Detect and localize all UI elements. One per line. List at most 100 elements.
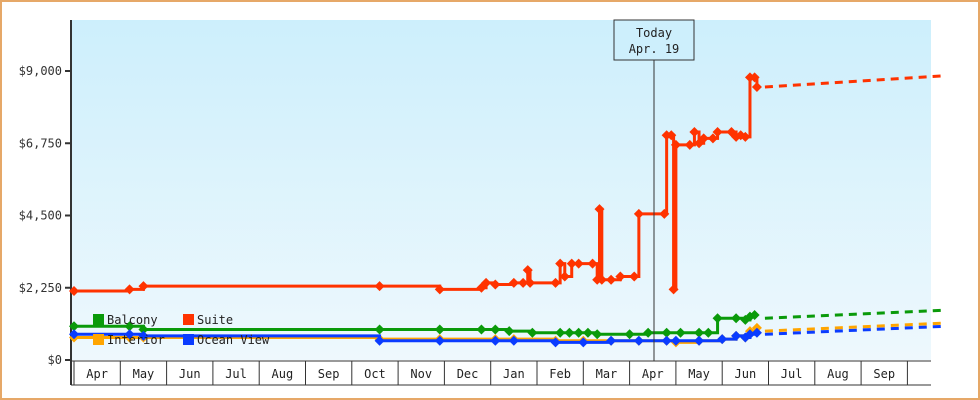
data-point-marker[interactable] [374, 324, 385, 335]
data-point-marker[interactable] [476, 324, 487, 335]
data-point-marker[interactable] [666, 130, 677, 141]
data-point-marker[interactable] [633, 335, 644, 346]
y-tick-label: $9,000 [19, 64, 62, 78]
data-point-marker[interactable] [434, 335, 445, 346]
x-month-label: Nov [410, 367, 432, 381]
data-point-marker[interactable] [69, 285, 79, 296]
data-point-marker[interactable] [550, 277, 561, 288]
data-point-marker[interactable] [527, 327, 538, 338]
data-point-marker[interactable] [744, 329, 755, 340]
data-point-marker[interactable] [717, 334, 728, 345]
data-point-marker[interactable] [606, 274, 617, 285]
data-point-marker[interactable] [490, 335, 501, 346]
data-point-marker[interactable] [703, 327, 714, 338]
data-point-marker[interactable] [138, 281, 149, 292]
x-month-label: Apr [642, 367, 664, 381]
data-point-marker[interactable] [596, 274, 607, 285]
x-month-label: Dec [457, 367, 479, 381]
data-point-marker[interactable] [573, 258, 584, 269]
data-point-marker[interactable] [434, 324, 445, 335]
y-tick-label: $6,750 [19, 136, 62, 150]
data-point-marker[interactable] [707, 133, 718, 144]
forecast-line [764, 308, 945, 320]
data-point-marker[interactable] [374, 335, 385, 346]
data-point-marker[interactable] [670, 139, 681, 150]
data-point-marker[interactable] [594, 204, 605, 215]
x-month-label: Aug [827, 367, 849, 381]
data-point-marker[interactable] [564, 327, 575, 338]
data-point-marker[interactable] [749, 72, 760, 83]
data-point-marker[interactable] [587, 258, 598, 269]
x-month-label: Sep [873, 367, 895, 381]
data-point-marker[interactable] [550, 337, 561, 348]
data-point-marker[interactable] [751, 327, 762, 338]
data-point-marker[interactable] [670, 335, 681, 346]
data-point-marker[interactable] [675, 327, 686, 338]
data-point-marker[interactable] [573, 327, 584, 338]
legend-label[interactable]: Balcony [107, 313, 158, 327]
legend-label[interactable]: Interior [107, 333, 165, 347]
data-point-marker[interactable] [592, 329, 603, 340]
data-point-marker[interactable] [69, 329, 79, 340]
data-point-marker[interactable] [124, 321, 135, 332]
x-month-label: Jun [735, 367, 757, 381]
y-tick-label: $4,500 [19, 209, 62, 223]
legend-swatch [183, 334, 194, 345]
legend-swatch [183, 314, 194, 325]
data-point-marker[interactable] [582, 327, 593, 338]
data-point-marker[interactable] [629, 271, 640, 282]
data-point-marker[interactable] [578, 337, 589, 348]
y-tick-label: $0 [48, 353, 62, 367]
data-point-marker[interactable] [124, 284, 135, 295]
y-tick-label: $2,250 [19, 281, 62, 295]
data-point-marker[interactable] [124, 329, 135, 340]
data-point-marker[interactable] [434, 284, 445, 295]
forecast-line [764, 321, 945, 333]
data-point-marker[interactable] [138, 330, 149, 341]
data-point-marker[interactable] [559, 271, 570, 282]
data-point-marker[interactable] [694, 327, 705, 338]
data-point-marker[interactable] [643, 327, 654, 338]
data-point-marker[interactable] [606, 335, 617, 346]
data-point-marker[interactable] [698, 133, 709, 144]
data-point-marker[interactable] [69, 321, 79, 332]
x-month-label: Feb [549, 367, 571, 381]
data-point-marker[interactable] [374, 281, 385, 292]
legend-label[interactable]: Suite [197, 313, 233, 327]
data-point-marker[interactable] [490, 324, 501, 335]
data-point-marker[interactable] [712, 313, 723, 324]
today-date: Apr. 19 [629, 42, 680, 56]
data-point-marker[interactable] [525, 277, 536, 288]
data-point-marker[interactable] [138, 324, 149, 335]
data-point-marker[interactable] [689, 127, 700, 138]
legend-label[interactable]: Ocean View [197, 333, 270, 347]
data-point-marker[interactable] [712, 127, 723, 138]
data-point-marker[interactable] [490, 279, 501, 290]
data-point-marker[interactable] [508, 277, 519, 288]
data-point-marker[interactable] [731, 313, 742, 324]
series-lines [69, 72, 945, 348]
data-point-marker[interactable] [624, 329, 635, 340]
data-point-marker[interactable] [555, 258, 566, 269]
x-month-label: May [133, 367, 155, 381]
data-point-marker[interactable] [518, 277, 529, 288]
data-point-marker[interactable] [522, 265, 533, 276]
data-point-marker[interactable] [566, 258, 577, 269]
data-point-marker[interactable] [684, 139, 695, 150]
data-point-marker[interactable] [659, 208, 670, 219]
data-point-marker[interactable] [661, 327, 672, 338]
data-point-marker[interactable] [555, 327, 566, 338]
data-point-marker[interactable] [508, 335, 519, 346]
data-point-marker[interactable] [661, 335, 672, 346]
data-point-marker[interactable] [731, 330, 742, 341]
data-point-marker[interactable] [668, 284, 679, 295]
data-point-marker[interactable] [633, 208, 644, 219]
data-point-marker[interactable] [751, 82, 762, 93]
data-point-marker[interactable] [481, 277, 492, 288]
data-point-marker[interactable] [749, 310, 760, 321]
data-point-marker[interactable] [694, 335, 705, 346]
data-point-marker[interactable] [615, 271, 626, 282]
data-point-marker[interactable] [740, 131, 751, 142]
data-point-marker[interactable] [504, 326, 515, 337]
